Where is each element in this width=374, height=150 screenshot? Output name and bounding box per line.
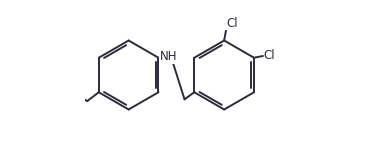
Text: Cl: Cl	[264, 50, 275, 63]
Text: Cl: Cl	[227, 17, 239, 30]
Text: NH: NH	[159, 50, 177, 63]
